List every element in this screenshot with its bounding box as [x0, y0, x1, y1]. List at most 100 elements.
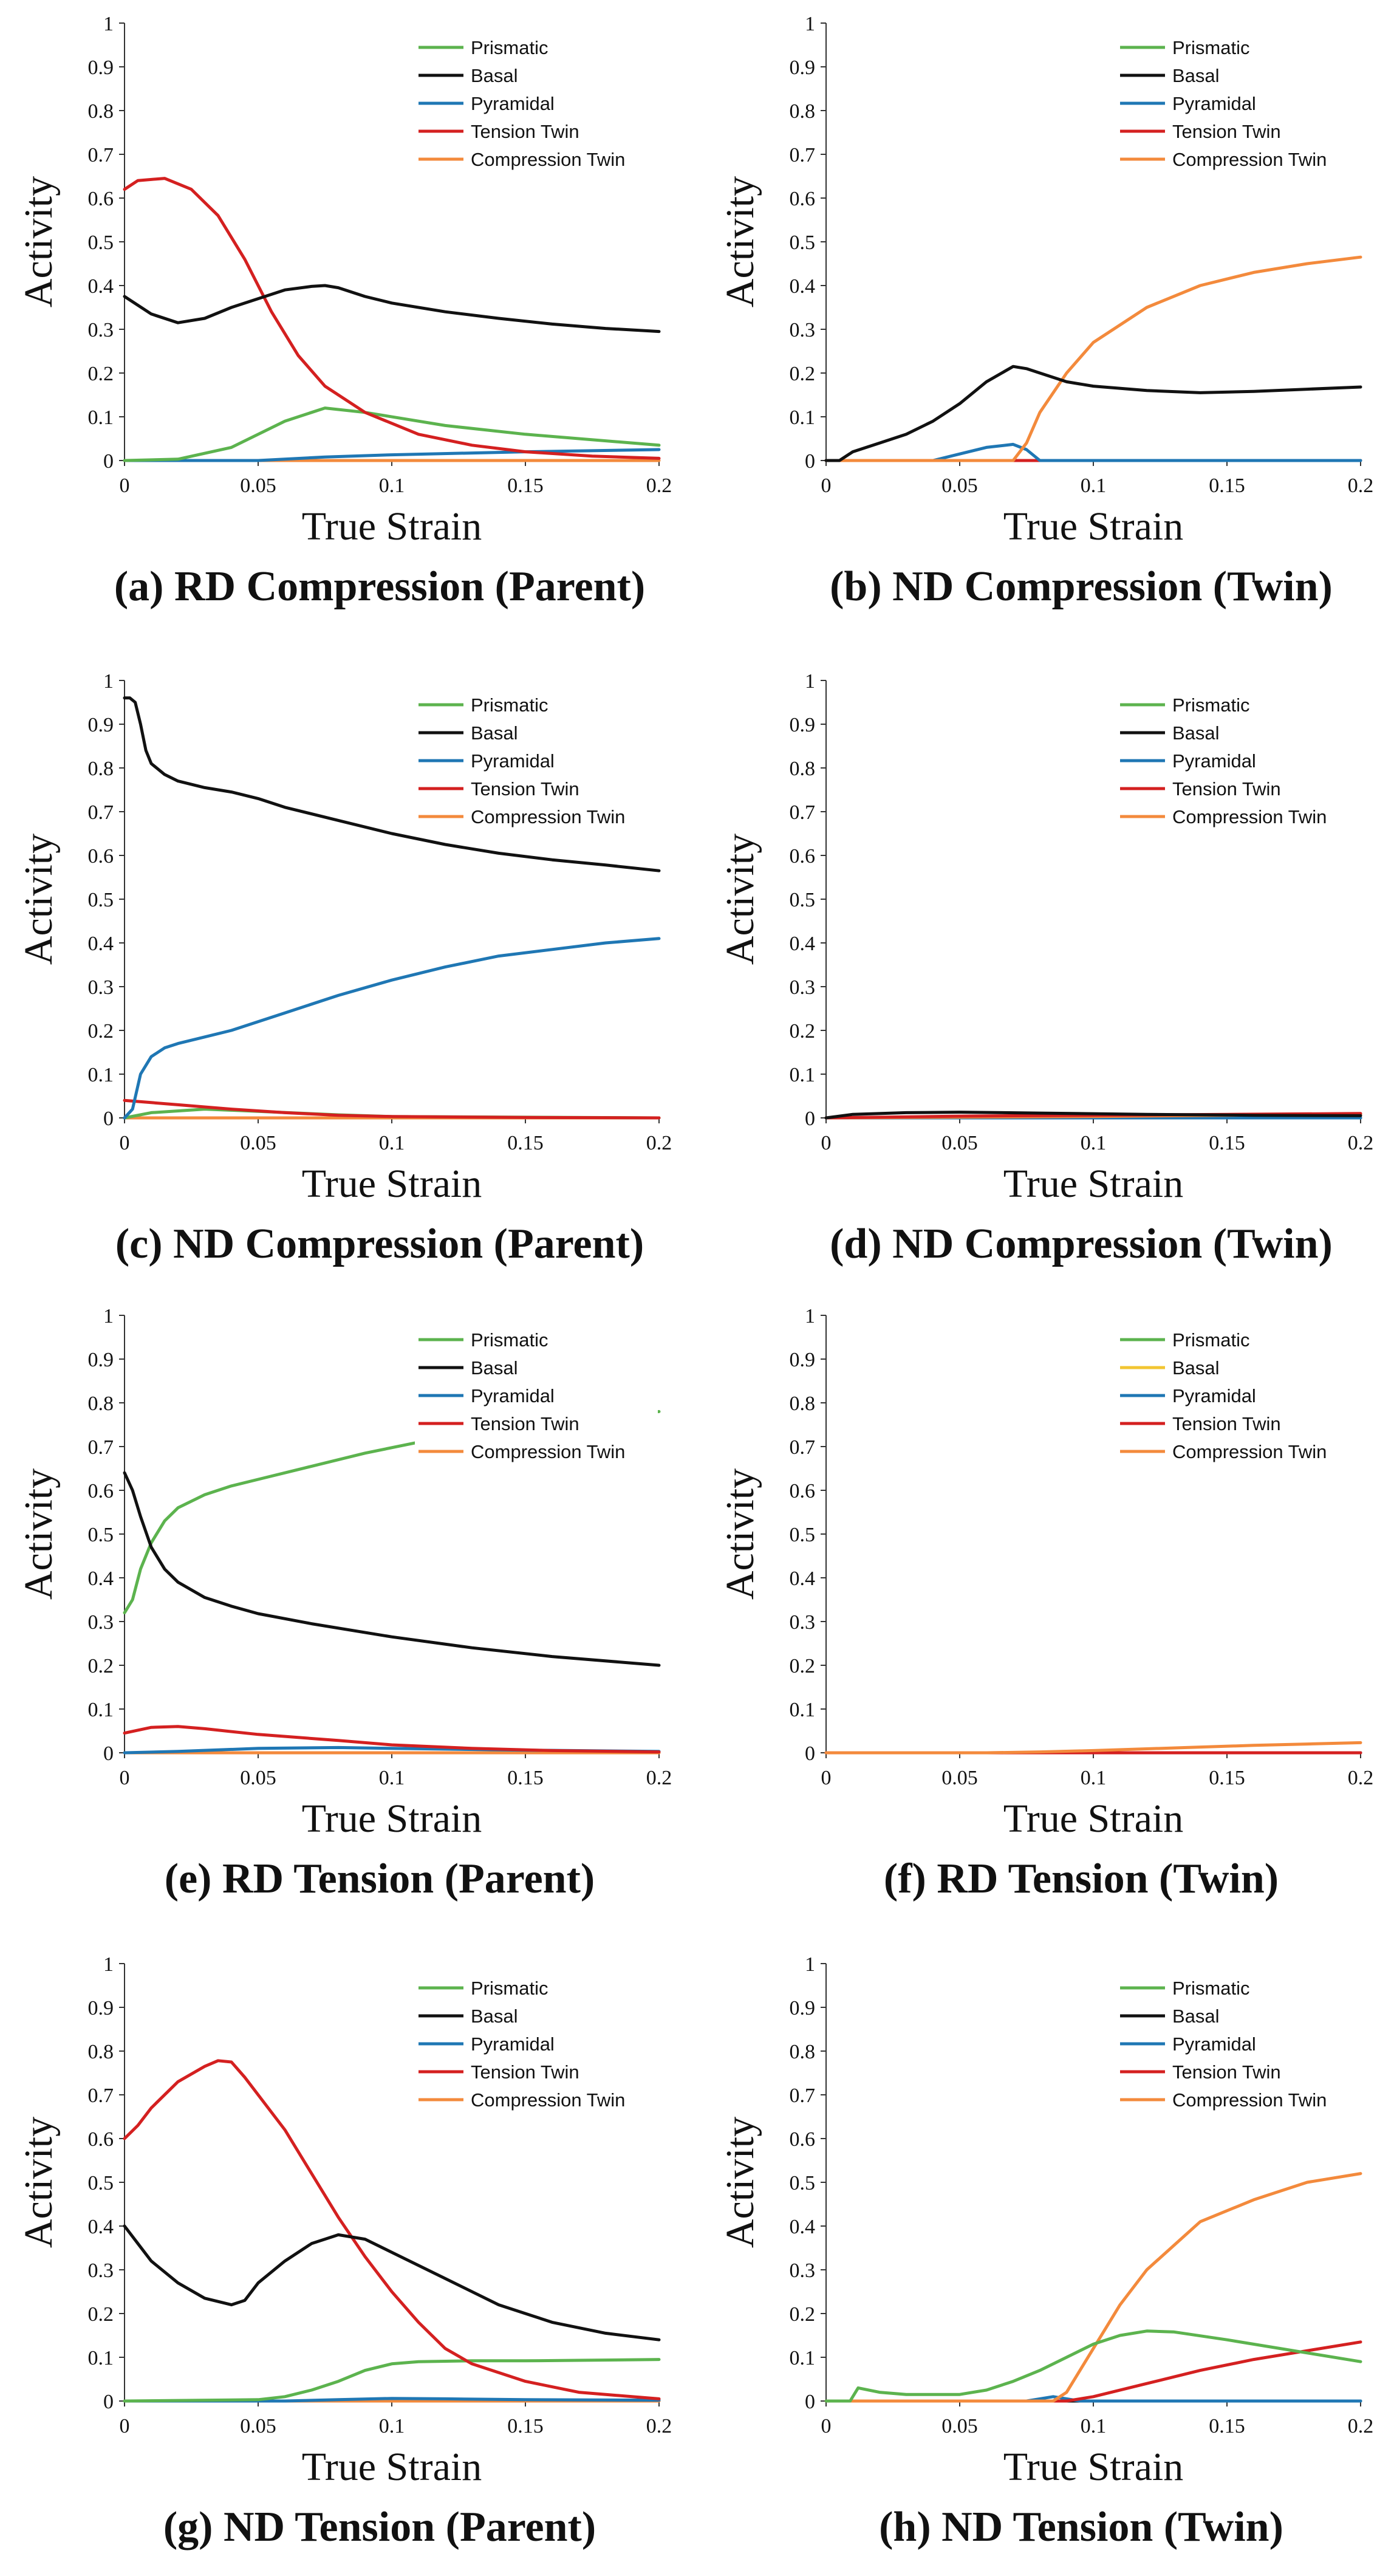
panel-h-ytick-label: 0.8 [790, 2041, 816, 2063]
panel-a-legend-label-tension-twin: Tension Twin [471, 121, 579, 142]
panel-c-ytick-label: 0.3 [88, 976, 114, 999]
panel-b-ytick-label: 0.7 [790, 144, 816, 166]
panel-d-legend-label-prismatic: Prismatic [1172, 694, 1249, 716]
panel-a-xtick-label: 0.05 [240, 474, 276, 497]
panel-h-ytick-label: 0.4 [790, 2216, 816, 2238]
panel-c-ytick-label: 0.9 [88, 714, 114, 736]
panel-d-xtick-label: 0 [821, 1132, 832, 1154]
panel-d-ytick-label: 0.3 [790, 976, 816, 999]
panel-f-ytick-label: 0.6 [790, 1480, 816, 1502]
panel-d-legend-label-pyramidal: Pyramidal [1172, 750, 1256, 772]
panel-f-legend-label-basal: Basal [1172, 1357, 1220, 1379]
panel-h-ytick-label: 0.5 [790, 2172, 816, 2194]
panel-a-legend-label-prismatic: Prismatic [471, 37, 548, 58]
panel-f-xlabel: True Strain [1003, 1797, 1183, 1841]
panel-f-ytick-label: 0.3 [790, 1611, 816, 1634]
panel-a-ytick-label: 0.5 [88, 231, 114, 254]
panel-d-caption: (d) ND Compression (Twin) [830, 1221, 1333, 1267]
panel-c-ytick-label: 0.2 [88, 1020, 114, 1043]
panel-g: 0 0.1 0.2 0.3 0.4 0.5 0.6 0.7 0.8 0.9 1 0 0.05 0.1 0.1… [16, 1953, 672, 2550]
panel-h-legend-label-tension-twin: Tension Twin [1172, 2061, 1281, 2083]
panel-h-series-compression-twin [824, 2172, 1362, 2403]
panel-b-ytick-label: 0.1 [790, 406, 816, 429]
panel-g-xlabel: True Strain [302, 2445, 482, 2489]
panel-c-ytick-label: 0.4 [88, 933, 114, 955]
panel-h-series-prismatic [824, 2329, 1362, 2403]
panel-f-xtick-label: 0.1 [1081, 1767, 1107, 1789]
panel-c-legend-label-pyramidal: Pyramidal [471, 750, 555, 772]
panel-b-ytick-label: 0.5 [790, 231, 816, 254]
panel-h-xtick-label: 0.05 [941, 2415, 978, 2437]
panel-g-xtick-label: 0.1 [379, 2415, 405, 2437]
panel-e-ytick-label: 0.9 [88, 1349, 114, 1371]
panel-d-xtick-label: 0.15 [1209, 1132, 1245, 1154]
panel-f: 0 0.1 0.2 0.3 0.4 0.5 0.6 0.7 0.8 0.9 1 0 0.05 0.1 0.1… [718, 1305, 1373, 1902]
panel-g-legend-label-tension-twin: Tension Twin [471, 2061, 579, 2083]
panel-f-ytick-label: 0.7 [790, 1436, 816, 1459]
panel-f-ytick-label: 0.1 [790, 1699, 816, 1721]
panel-g-ytick-label: 0.3 [88, 2259, 114, 2282]
panel-b-ytick-label: 0.4 [790, 275, 816, 298]
panel-b-ytick-label: 0.8 [790, 100, 816, 123]
panel-g-ytick-label: 0.1 [88, 2347, 114, 2369]
panel-c-ylabel: Activity [16, 834, 61, 965]
panel-c-legend-label-prismatic: Prismatic [471, 694, 548, 716]
panel-d-ytick-label: 0.4 [790, 933, 816, 955]
panel-a-ytick-label: 0.3 [88, 319, 114, 341]
panel-b-series-pyramidal [824, 442, 1362, 462]
panel-a-xtick-label: 0 [120, 474, 130, 497]
panel-d: 0 0.1 0.2 0.3 0.4 0.5 0.6 0.7 0.8 0.9 1 0 0.05 0.1 0.1… [718, 670, 1373, 1267]
panel-c: 0 0.1 0.2 0.3 0.4 0.5 0.6 0.7 0.8 0.9 1 0 0.05 0.1 0.1… [16, 670, 672, 1267]
panel-g-ytick-label: 0.6 [88, 2128, 114, 2151]
panel-h-caption: (h) ND Tension (Twin) [879, 2504, 1283, 2550]
panel-d-xtick-label: 0.2 [1348, 1132, 1374, 1154]
panel-b-legend-label-basal: Basal [1172, 65, 1220, 86]
panel-g-ytick-label: 0.5 [88, 2172, 114, 2194]
panel-a-xtick-label: 0.2 [646, 474, 672, 497]
panel-g-ytick-label: 0.2 [88, 2303, 114, 2326]
panel-g-legend-label-basal: Basal [471, 2006, 518, 2027]
panel-c-ytick-label: 0.5 [88, 889, 114, 911]
panel-e-ytick-label: 0.7 [88, 1436, 114, 1459]
panel-g-xtick-label: 0.15 [507, 2415, 544, 2437]
panel-g-legend-label-prismatic: Prismatic [471, 1978, 548, 1999]
panel-f-ytick-label: 0.8 [790, 1392, 816, 1415]
panel-g-ytick-label: 0.9 [88, 1997, 114, 2019]
panel-d-ytick-label: 0 [805, 1108, 815, 1130]
panel-g-legend-label-compression-twin: Compression Twin [471, 2089, 625, 2111]
panel-b-legend-label-tension-twin: Tension Twin [1172, 121, 1281, 142]
panel-h-xtick-label: 0.1 [1081, 2415, 1107, 2437]
panel-b-ytick-label: 0.9 [790, 57, 816, 79]
panel-g-ytick-label: 0.8 [88, 2041, 114, 2063]
panel-b-legend-label-prismatic: Prismatic [1172, 37, 1249, 58]
panel-e-legend-label-pyramidal: Pyramidal [471, 1385, 555, 1406]
panel-b-series-basal [824, 365, 1362, 462]
panel-a-ytick-label: 0.6 [88, 188, 114, 210]
panel-b-xlabel: True Strain [1003, 504, 1183, 549]
panel-f-ytick-label: 0 [805, 1742, 815, 1765]
panel-h-xlabel: True Strain [1003, 2445, 1183, 2489]
panel-h-ytick-label: 0.7 [790, 2084, 816, 2107]
panel-a-ytick-label: 0.9 [88, 57, 114, 79]
panel-h-legend-label-compression-twin: Compression Twin [1172, 2089, 1327, 2111]
panel-c-xtick-label: 0.1 [379, 1132, 405, 1154]
panel-e-caption: (e) RD Tension (Parent) [165, 1855, 595, 1902]
panel-e-ytick-label: 0.4 [88, 1567, 114, 1590]
panel-g-series-tension-twin [123, 2059, 661, 2400]
panel-e-ylabel: Activity [16, 1468, 61, 1600]
panel-g-series-prismatic [123, 2358, 661, 2403]
panel-d-ytick-label: 0.9 [790, 714, 816, 736]
panel-d-ytick-label: 0.6 [790, 845, 816, 868]
panel-h-ytick-label: 0.2 [790, 2303, 816, 2326]
panel-f-ytick-label: 0.5 [790, 1524, 816, 1546]
panel-e-xlabel: True Strain [302, 1797, 482, 1841]
panel-f-legend-label-compression-twin: Compression Twin [1172, 1441, 1327, 1462]
panel-h: 0 0.1 0.2 0.3 0.4 0.5 0.6 0.7 0.8 0.9 1 0 0.05 0.1 0.1… [718, 1953, 1373, 2550]
panel-b-xtick-label: 0.15 [1209, 474, 1245, 497]
panel-e-legend-label-compression-twin: Compression Twin [471, 1441, 625, 1462]
panel-b-caption: (b) ND Compression (Twin) [830, 563, 1333, 610]
panel-f-ytick-label: 0.9 [790, 1349, 816, 1371]
panel-f-legend-label-tension-twin: Tension Twin [1172, 1413, 1281, 1434]
panel-e-xtick-label: 0.05 [240, 1767, 276, 1789]
panel-a-ytick-label: 0 [103, 450, 114, 473]
